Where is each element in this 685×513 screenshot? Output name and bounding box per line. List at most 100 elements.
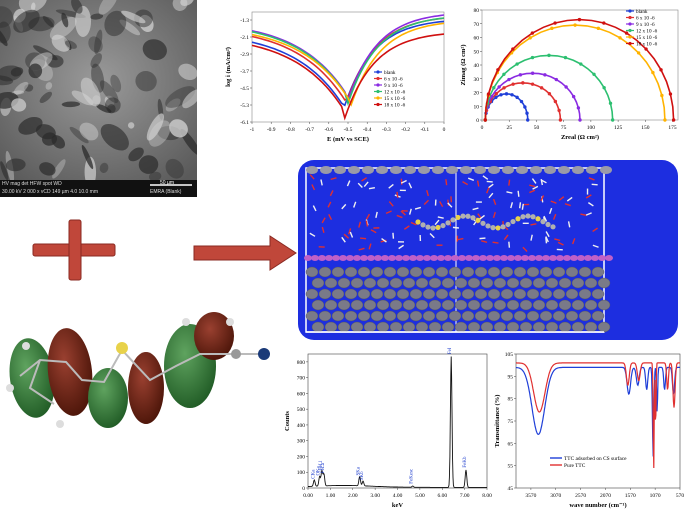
nyquist-point — [602, 85, 606, 90]
tafel-legend-label: 12 x 10 -6 — [384, 90, 406, 96]
md-surface-atom — [577, 255, 585, 261]
nyquist-point — [497, 85, 501, 89]
nyquist-point — [668, 92, 673, 96]
md-water-molecule — [585, 212, 592, 216]
nyquist-point — [547, 92, 552, 96]
md-iron-atom — [474, 310, 488, 322]
md-surface-atom — [556, 255, 564, 261]
md-water-molecule — [506, 191, 513, 194]
md-iron-atom — [467, 299, 481, 311]
tafel-legend-marker — [376, 102, 380, 107]
md-water-molecule — [452, 226, 459, 229]
md-iron-atom — [571, 277, 585, 289]
nyquist-point — [550, 26, 554, 31]
sem-texture-blob — [39, 162, 56, 176]
md-iron-atom — [500, 266, 514, 278]
md-water-molecule — [540, 178, 544, 186]
md-water-molecule — [447, 202, 453, 208]
nyquist-point — [608, 101, 613, 105]
md-iron-atom — [350, 277, 364, 289]
eds-y-tick-label: 400 — [297, 423, 306, 429]
md-surface-atom — [591, 255, 599, 261]
md-water-molecule — [410, 221, 417, 226]
nyquist-point — [496, 68, 500, 72]
md-iron-atom — [370, 310, 384, 322]
md-inhibitor-atom — [530, 214, 536, 220]
md-iron-atom — [480, 321, 494, 333]
nyquist-legend-marker — [628, 35, 632, 39]
nyquist-point — [519, 99, 524, 104]
md-water-molecule — [321, 217, 326, 224]
nyquist-point — [624, 31, 629, 35]
tafel-y-tick-label: -6.1 — [240, 120, 249, 126]
nyquist-point — [547, 53, 551, 58]
nyquist-point — [543, 73, 547, 77]
nyquist-point — [579, 62, 583, 66]
md-water-molecule — [492, 241, 499, 244]
md-water-molecule — [588, 177, 595, 181]
md-inhibitor-atom — [450, 217, 456, 223]
md-water-molecule — [434, 219, 440, 226]
sem-texture-blob — [178, 63, 197, 81]
md-iron-atom — [506, 321, 520, 333]
md-surface-atom — [430, 255, 438, 261]
md-iron-atom — [331, 288, 345, 300]
sem-texture-blob — [169, 119, 188, 138]
md-iron-atom — [539, 310, 553, 322]
md-iron-atom — [513, 310, 527, 322]
sem-texture-blob — [0, 75, 14, 86]
nyquist-legend-label: blank — [636, 9, 648, 15]
md-surface-atom — [332, 255, 340, 261]
md-inhibitor-atom — [510, 218, 516, 225]
nyquist-point — [515, 95, 519, 100]
eds-peak-label: SKa — [357, 466, 362, 475]
md-water-molecule — [368, 187, 376, 190]
md-iron-atom — [435, 266, 449, 278]
tafel-series-line — [251, 14, 445, 103]
md-water-molecule — [360, 237, 367, 240]
ftir-x-axis-label: wave number (cm⁻¹) — [569, 502, 626, 509]
md-water-molecule — [426, 189, 430, 197]
md-iron-atom — [448, 288, 462, 300]
sem-texture-blob — [13, 81, 29, 95]
md-iron-atom — [334, 166, 346, 174]
md-iron-atom — [376, 277, 390, 289]
md-iron-atom — [467, 277, 481, 289]
nyquist-point — [618, 36, 622, 40]
eds-y-axis-label: Counts — [284, 411, 291, 431]
md-surface-atom — [346, 255, 354, 261]
md-water-molecule — [510, 202, 514, 209]
md-water-molecule — [481, 240, 488, 243]
md-surface-atom — [437, 255, 445, 261]
sem-texture-blob — [10, 67, 24, 77]
md-surface-atom — [311, 255, 319, 261]
md-iron-atom — [571, 299, 585, 311]
tafel-legend-marker — [376, 96, 380, 100]
md-water-molecule — [398, 244, 404, 250]
md-inhibitor-atom — [520, 214, 526, 220]
md-iron-atom — [376, 299, 390, 311]
md-iron-atom — [532, 299, 546, 311]
ftir-x-tick-label: 2070 — [600, 493, 611, 499]
md-water-molecule — [567, 221, 571, 228]
nyquist-point — [511, 82, 515, 86]
md-iron-atom — [526, 310, 540, 322]
molecular-orbital — [0, 300, 285, 440]
sem-texture-blob — [0, 6, 13, 28]
nyquist-point — [539, 86, 544, 90]
ftir-y-tick-label: 95 — [508, 374, 514, 380]
eds-y-tick-label: 800 — [297, 360, 306, 366]
md-iron-atom — [448, 266, 462, 278]
md-iron-atom — [532, 277, 546, 289]
md-iron-atom — [454, 321, 468, 333]
md-water-molecule — [545, 231, 550, 238]
tafel-series-line — [251, 17, 445, 106]
sem-footer-row1: HV mag det HFW spot WD — [2, 181, 62, 187]
sem-texture-blob — [94, 29, 103, 55]
md-inhibitor-atom — [440, 222, 446, 229]
sem-texture-blob — [61, 12, 69, 28]
md-water-molecule — [492, 211, 496, 219]
md-water-molecule — [462, 181, 469, 186]
nyquist-point — [511, 47, 515, 51]
md-iron-atom — [461, 288, 475, 300]
